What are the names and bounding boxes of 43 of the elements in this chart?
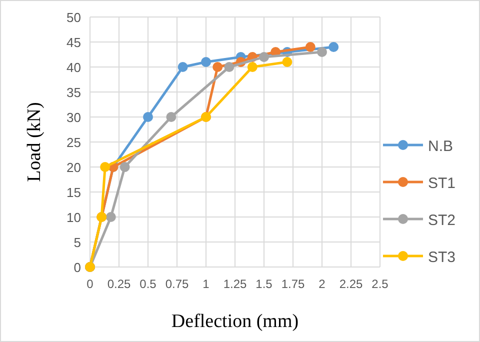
y-axis-title: Load (kN) bbox=[24, 102, 45, 182]
point bbox=[100, 162, 110, 172]
x-tick-label: 1 bbox=[202, 277, 210, 291]
y-tick-label: 35 bbox=[66, 85, 81, 100]
x-tick-label: 0.75 bbox=[165, 277, 189, 291]
x-axis-title: Deflection (mm) bbox=[171, 311, 299, 332]
point bbox=[106, 212, 116, 222]
point bbox=[247, 62, 258, 72]
point bbox=[305, 42, 316, 52]
legend-label: ST1 bbox=[428, 175, 456, 192]
point bbox=[259, 52, 269, 62]
y-tick-label: 30 bbox=[66, 110, 81, 125]
point bbox=[224, 62, 234, 72]
y-tick-label: 50 bbox=[66, 10, 81, 25]
point bbox=[282, 57, 292, 67]
y-tick-label: 10 bbox=[66, 210, 81, 225]
x-tick-label: 1.25 bbox=[223, 277, 247, 291]
point bbox=[317, 47, 327, 57]
legend-label: ST2 bbox=[428, 212, 456, 229]
x-tick-label: 2.25 bbox=[339, 277, 363, 291]
x-tick-label: 0.5 bbox=[140, 277, 157, 291]
y-tick-label: 25 bbox=[66, 135, 81, 150]
y-tick-label: 5 bbox=[74, 235, 81, 250]
x-tick-label: 0 bbox=[86, 277, 94, 291]
point bbox=[166, 112, 176, 122]
x-tick-label: 2 bbox=[318, 277, 326, 291]
point bbox=[328, 42, 339, 52]
x-tick-label: 2.5 bbox=[372, 277, 389, 291]
x-tick-label: 1.75 bbox=[281, 277, 305, 291]
point bbox=[178, 62, 188, 72]
point bbox=[120, 162, 130, 172]
y-tick-label: 40 bbox=[66, 60, 81, 75]
y-tick-label: 0 bbox=[74, 260, 81, 275]
y-tick-label: 15 bbox=[66, 185, 81, 200]
x-tick-label: 1.5 bbox=[256, 277, 273, 291]
point bbox=[143, 112, 153, 122]
legend-label: ST3 bbox=[428, 249, 456, 266]
y-tick-label: 45 bbox=[66, 35, 81, 50]
legend-label: N.B bbox=[428, 138, 454, 155]
x-tick-label: 0.25 bbox=[107, 277, 131, 291]
y-tick-label: 20 bbox=[66, 160, 81, 175]
point bbox=[201, 57, 211, 67]
point bbox=[212, 62, 223, 72]
